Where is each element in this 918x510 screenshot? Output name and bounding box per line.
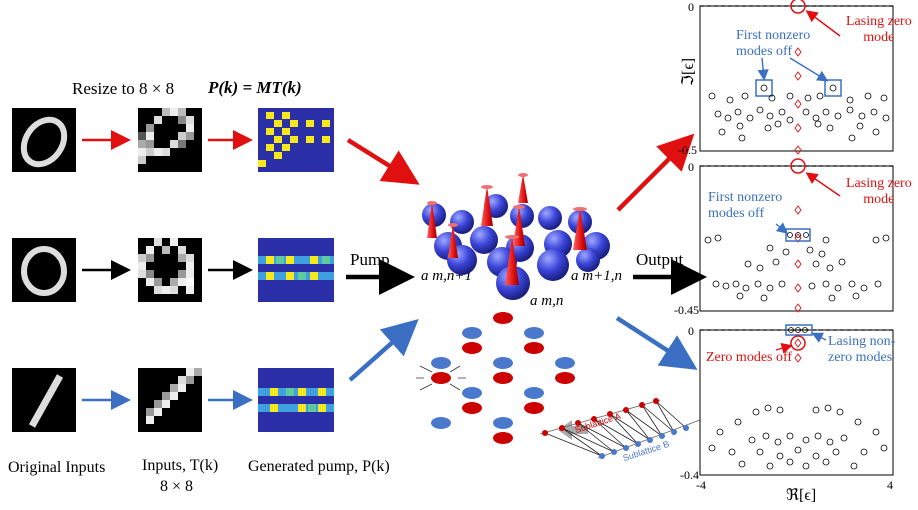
plot3-x-right: 4 xyxy=(887,478,893,492)
sphere xyxy=(470,226,498,254)
plot1-y-bottom: -0.5 xyxy=(678,143,697,157)
sphere xyxy=(510,204,534,228)
plot3-ann-blue: Lasing non- zero modes xyxy=(828,334,896,365)
sphere-lattice xyxy=(422,194,610,300)
input-8x8-row2 xyxy=(138,238,202,302)
pump-cones xyxy=(427,173,587,285)
sphere xyxy=(450,210,474,234)
plot2-ann-red: Lasing zero mode xyxy=(846,176,912,207)
digit-zero-drawing xyxy=(20,116,68,168)
original-input-one xyxy=(12,368,76,432)
generated-pump-label: Generated pump, P(k) xyxy=(248,458,390,475)
sphere xyxy=(538,206,562,230)
input-8x8-row3 xyxy=(138,368,202,432)
scatter-points xyxy=(704,232,890,302)
plot3-ann-red: Zero modes off xyxy=(706,350,793,365)
scatter-points xyxy=(708,327,888,470)
sphere xyxy=(537,249,569,281)
lattice-label-am1n: a m+1,n xyxy=(571,268,622,284)
pump-heatmap-row3 xyxy=(258,368,334,432)
sublattice-strip xyxy=(539,398,701,459)
plot1-ann-red: Lasing zero mode xyxy=(846,14,912,45)
plot3-x-left: -4 xyxy=(696,478,706,492)
eigen-plot-2 xyxy=(699,158,894,313)
original-inputs-label: Original Inputs xyxy=(8,459,106,476)
sphere xyxy=(422,203,446,227)
planar-lattice xyxy=(416,312,588,444)
digit-one-drawing xyxy=(28,374,64,428)
plot3-y-bottom: -0.4 xyxy=(680,468,699,482)
pump-heatmap-row2 xyxy=(258,238,334,302)
inputs-size-label: 8 × 8 xyxy=(160,478,194,495)
plot3-xlabel: ℜ[ϵ] xyxy=(786,487,817,504)
big-arrows xyxy=(346,133,707,382)
plot1-ann-blue: First nonzero modes off xyxy=(736,28,811,59)
pump-heatmap-row1 xyxy=(258,108,334,172)
sphere xyxy=(576,248,600,272)
scatter-points xyxy=(708,84,890,142)
original-input-zero-2 xyxy=(12,238,76,302)
plot2-y-bottom: -0.45 xyxy=(674,303,699,317)
lattice-label-amn: a m,n xyxy=(530,293,564,309)
formula-title: P(k) = MT(k) xyxy=(208,78,302,97)
eigen-plot-3 xyxy=(699,324,894,476)
digit-zero-drawing xyxy=(21,246,67,296)
eigen-plot-1 xyxy=(699,0,894,155)
plot1-ylabel: ℑ[ϵ] xyxy=(680,57,698,87)
resize-title: Resize to 8 × 8 xyxy=(72,79,175,98)
plot1-y-top: 0 xyxy=(688,0,694,14)
plot2-ann-blue: First nonzero modes off xyxy=(708,190,783,221)
plot3-y-top: 0 xyxy=(688,324,694,338)
inputs-label: Inputs, T(k) xyxy=(142,457,219,474)
row-arrows xyxy=(82,130,253,410)
plot2-y-top: 0 xyxy=(688,160,694,174)
input-8x8-row1 xyxy=(138,108,202,172)
original-input-zero-1 xyxy=(12,108,76,172)
